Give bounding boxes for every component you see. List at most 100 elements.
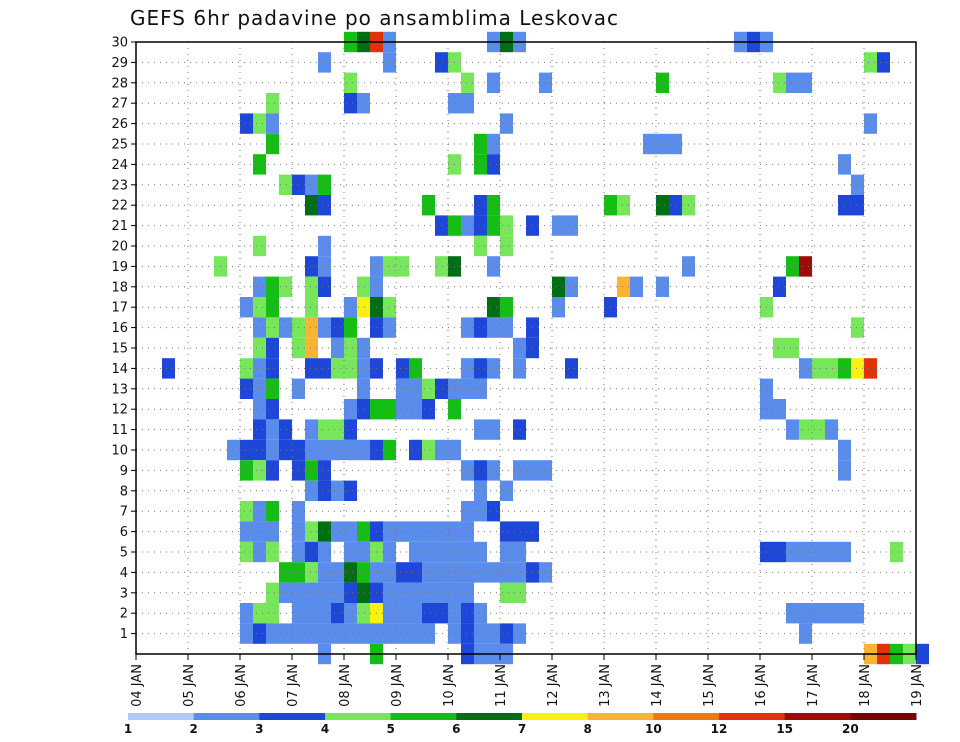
colorbar-label: 12 bbox=[711, 722, 728, 736]
y-tick-label: 30 bbox=[111, 36, 128, 51]
heatmap-cell bbox=[461, 460, 474, 481]
x-tick-label: 06 JAN bbox=[234, 664, 249, 707]
y-tick-label: 11 bbox=[111, 423, 128, 438]
heatmap-cell bbox=[435, 562, 448, 583]
heatmap-cell bbox=[396, 582, 409, 603]
heatmap-cell bbox=[383, 623, 396, 644]
heatmap-cell bbox=[474, 378, 487, 399]
colorbar-swatch bbox=[128, 713, 195, 720]
heatmap-cell bbox=[487, 419, 500, 440]
heatmap-cell bbox=[422, 541, 435, 563]
heatmap-cell bbox=[383, 317, 396, 338]
heatmap-cell bbox=[318, 562, 331, 583]
heatmap-cell bbox=[500, 541, 513, 563]
heatmap-cell bbox=[266, 133, 279, 155]
heatmap-cell bbox=[656, 195, 669, 216]
heatmap-cell bbox=[266, 541, 279, 563]
heatmap-cell bbox=[435, 439, 448, 461]
heatmap-cell bbox=[253, 399, 266, 420]
heatmap-cell bbox=[357, 562, 370, 583]
heatmap-cell bbox=[877, 52, 890, 73]
heatmap-cell bbox=[461, 317, 474, 338]
heatmap-cell bbox=[331, 439, 344, 461]
heatmap-cell bbox=[318, 623, 331, 644]
x-tick-label: 11 JAN bbox=[494, 664, 509, 707]
colorbar-swatch bbox=[390, 713, 457, 720]
heatmap-cell bbox=[318, 174, 331, 195]
heatmap-cell bbox=[409, 541, 422, 563]
heatmap-cell bbox=[279, 276, 292, 297]
heatmap-cell bbox=[799, 358, 812, 379]
heatmap-cell bbox=[344, 623, 357, 644]
heatmap-cell bbox=[305, 562, 318, 583]
heatmap-cell bbox=[331, 317, 344, 338]
heatmap-cell bbox=[461, 215, 474, 236]
heatmap-cell bbox=[396, 399, 409, 420]
heatmap-cell bbox=[656, 276, 669, 297]
heatmap-cell bbox=[513, 562, 526, 583]
heatmap-cell bbox=[799, 603, 812, 624]
y-tick-label: 14 bbox=[111, 362, 128, 377]
heatmap-cell bbox=[253, 521, 266, 542]
heatmap-cell bbox=[318, 317, 331, 338]
heatmap-cell bbox=[344, 399, 357, 420]
heatmap-cell bbox=[266, 93, 279, 114]
heatmap-cell bbox=[461, 582, 474, 603]
heatmap-cell bbox=[357, 582, 370, 603]
y-tick-label: 25 bbox=[111, 138, 128, 153]
heatmap-cell bbox=[279, 439, 292, 461]
x-tick-label: 10 JAN bbox=[442, 664, 457, 707]
heatmap-cell bbox=[461, 562, 474, 583]
x-tick-label: 09 JAN bbox=[390, 664, 405, 707]
heatmap-cell bbox=[513, 582, 526, 603]
heatmap-cell bbox=[500, 297, 513, 318]
heatmap-cell bbox=[474, 480, 487, 501]
heatmap-cell bbox=[240, 378, 253, 399]
heatmap-cell bbox=[552, 297, 565, 318]
heatmap-cell bbox=[422, 562, 435, 583]
colorbar-swatch bbox=[456, 713, 523, 720]
heatmap-cell bbox=[474, 317, 487, 338]
y-tick-label: 18 bbox=[111, 280, 128, 295]
heatmap-cell bbox=[357, 276, 370, 297]
heatmap-cell bbox=[305, 521, 318, 542]
heatmap-cell bbox=[279, 623, 292, 644]
heatmap-cell bbox=[539, 460, 552, 481]
heatmap-cell bbox=[331, 419, 344, 440]
heatmap-cell bbox=[266, 399, 279, 420]
heatmap-cell bbox=[344, 358, 357, 379]
heatmap-cell bbox=[344, 72, 357, 93]
heatmap-cell bbox=[461, 72, 474, 93]
colorbar-swatch bbox=[653, 713, 720, 720]
colorbar-swatch bbox=[850, 713, 917, 720]
heatmap-cell bbox=[305, 276, 318, 297]
heatmap-cell bbox=[812, 419, 825, 440]
heatmap-cell bbox=[513, 541, 526, 563]
colorbar-swatch bbox=[719, 713, 786, 720]
y-tick-label: 24 bbox=[111, 158, 128, 173]
heatmap-cell bbox=[422, 378, 435, 399]
colorbar-label: 5 bbox=[386, 722, 394, 736]
y-tick-label: 17 bbox=[111, 301, 128, 316]
heatmap-cell bbox=[851, 603, 864, 624]
heatmap-cell bbox=[422, 195, 435, 216]
heatmap-cell bbox=[474, 501, 487, 522]
colorbar-swatch bbox=[784, 713, 851, 720]
heatmap-cell bbox=[656, 133, 669, 155]
heatmap-cell bbox=[851, 195, 864, 216]
heatmap-cell bbox=[409, 378, 422, 399]
heatmap-cell bbox=[253, 460, 266, 481]
heatmap-cell bbox=[656, 72, 669, 93]
y-tick-label: 12 bbox=[111, 403, 128, 418]
heatmap-cell bbox=[435, 215, 448, 236]
heatmap-cell bbox=[812, 603, 825, 624]
heatmap-cell bbox=[396, 623, 409, 644]
heatmap-cell bbox=[331, 582, 344, 603]
heatmap-cell bbox=[786, 541, 799, 563]
x-tick-label: 08 JAN bbox=[338, 664, 353, 707]
heatmap-cell bbox=[357, 297, 370, 318]
heatmap-cell bbox=[240, 521, 253, 542]
heatmap-cell bbox=[266, 623, 279, 644]
heatmap-cell bbox=[500, 480, 513, 501]
